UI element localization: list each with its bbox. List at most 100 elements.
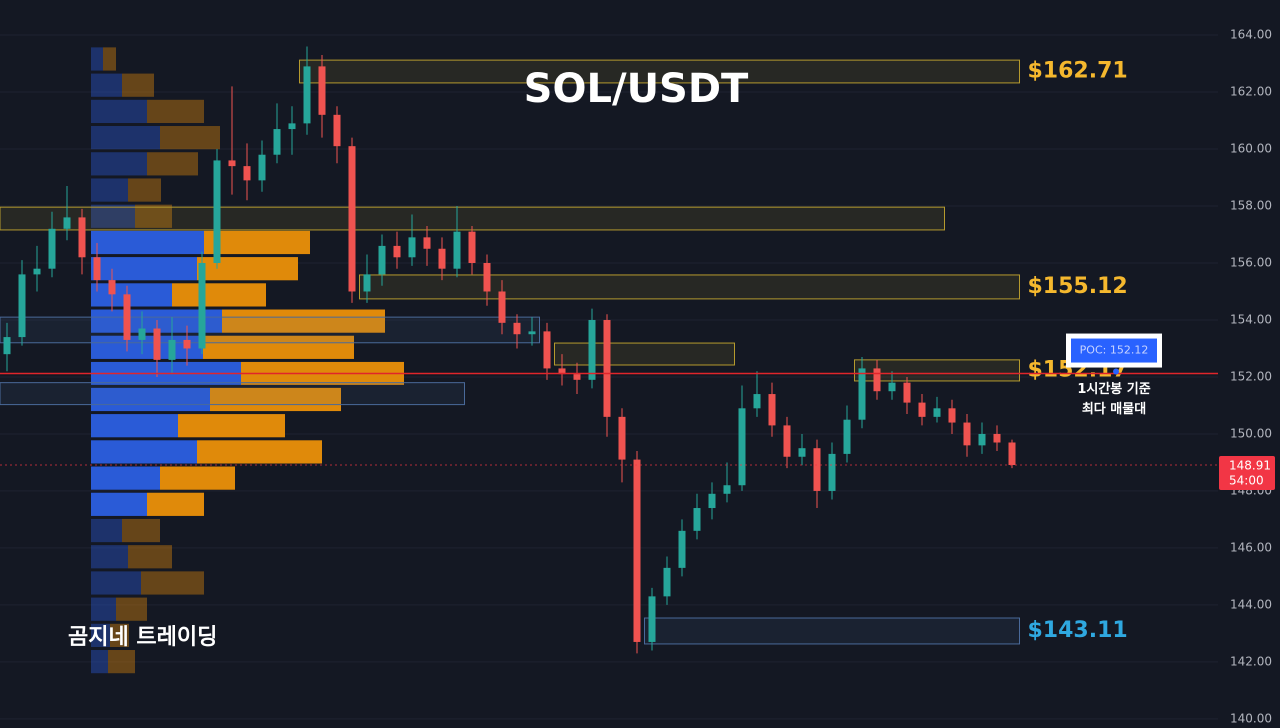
profile-sell: [122, 518, 160, 543]
candle-body: [738, 408, 746, 486]
candle-body: [603, 319, 611, 417]
candle-body: [948, 408, 956, 423]
profile-buy: [91, 650, 108, 674]
candle-body: [288, 123, 296, 130]
poc-label-box: [1071, 338, 1157, 363]
candle-body: [588, 319, 596, 380]
profile-sell: [197, 440, 322, 464]
zone-label: $155.12: [1028, 274, 1128, 299]
profile-sell: [222, 309, 385, 333]
y-tick-label: 146.00: [1230, 540, 1272, 554]
profile-buy: [91, 204, 135, 228]
profile-sell: [160, 466, 235, 490]
last-price-label: 148.91: [1229, 459, 1271, 473]
candle-body: [228, 160, 236, 167]
candle-body: [273, 129, 281, 155]
y-tick-label: 160.00: [1230, 142, 1272, 156]
candle-body: [993, 433, 1001, 443]
candle-body: [168, 339, 176, 360]
candle-body: [498, 291, 506, 323]
candle-body: [183, 339, 191, 349]
candle-body: [153, 328, 161, 360]
candle-body: [798, 448, 806, 457]
profile-buy: [91, 257, 197, 281]
candle-body: [753, 394, 761, 409]
candle-body: [363, 274, 371, 292]
candle-body: [378, 245, 386, 275]
candle-body: [573, 374, 581, 380]
candle-body: [243, 166, 251, 181]
profile-sell: [135, 204, 172, 228]
profile-buy: [91, 571, 141, 595]
y-tick-label: 162.00: [1230, 85, 1272, 99]
poc-label: POC: 152.12: [1080, 344, 1149, 357]
candle-body: [543, 331, 551, 369]
candle-body: [963, 422, 971, 446]
zone: [554, 342, 735, 366]
candle-body: [108, 280, 116, 295]
candles: [3, 46, 1016, 654]
candle-body: [648, 596, 656, 642]
candle-body: [258, 154, 266, 181]
candle-body: [843, 419, 851, 454]
candle-body: [903, 382, 911, 403]
candle-body: [123, 294, 131, 340]
profile-buy: [91, 492, 147, 516]
profile-buy: [91, 387, 210, 412]
y-tick-label: 150.00: [1230, 426, 1272, 440]
volume-profile: [91, 47, 404, 674]
profile-sell: [160, 126, 220, 150]
y-tick-label: 140.00: [1230, 711, 1272, 725]
candle-body: [918, 402, 926, 417]
y-tick-label: 164.00: [1230, 28, 1272, 42]
profile-sell: [197, 257, 298, 281]
annotation: 최다 매물대: [1082, 401, 1146, 417]
y-tick-label: 154.00: [1230, 312, 1272, 326]
candle-body: [813, 448, 821, 491]
profile-buy: [91, 99, 147, 124]
candle-body: [138, 328, 146, 340]
chart-title: SOL/USDT: [524, 66, 749, 112]
candle-body: [678, 530, 686, 568]
annotation: 1시간봉 기준: [1077, 381, 1150, 397]
profile-buy: [91, 466, 160, 490]
profile-buy: [91, 545, 128, 569]
candle-body: [33, 268, 41, 275]
candle-body: [93, 257, 101, 281]
profile-buy: [91, 414, 178, 438]
candle-body: [78, 217, 86, 258]
candle-body: [978, 433, 986, 446]
candle-body: [933, 408, 941, 417]
profile-sell: [147, 152, 198, 176]
candle-body: [633, 459, 641, 642]
zone-label: $162.71: [1028, 59, 1128, 84]
candle-body: [393, 245, 401, 258]
candle-body: [873, 368, 881, 392]
candle-body: [663, 567, 671, 597]
profile-buy: [91, 518, 122, 543]
candle-body: [423, 237, 431, 249]
candle-body: [348, 146, 356, 292]
profile-buy: [91, 597, 116, 621]
y-tick-label: 144.00: [1230, 597, 1272, 611]
zone: [644, 617, 1020, 645]
profile-sell: [116, 597, 147, 621]
candle-body: [318, 66, 326, 115]
profile-buy: [91, 152, 147, 176]
candle-body: [408, 237, 416, 258]
candle-body: [888, 382, 896, 392]
candle-body: [768, 394, 776, 426]
profile-sell: [128, 545, 172, 569]
profile-buy: [91, 440, 197, 464]
candle-body: [213, 160, 221, 263]
candle-body: [1008, 442, 1016, 466]
profile-sell: [103, 47, 116, 71]
profile-buy: [91, 73, 122, 97]
candle-body: [618, 416, 626, 460]
zone: [0, 382, 465, 406]
profile-sell: [128, 178, 161, 202]
candle-body: [558, 368, 566, 375]
